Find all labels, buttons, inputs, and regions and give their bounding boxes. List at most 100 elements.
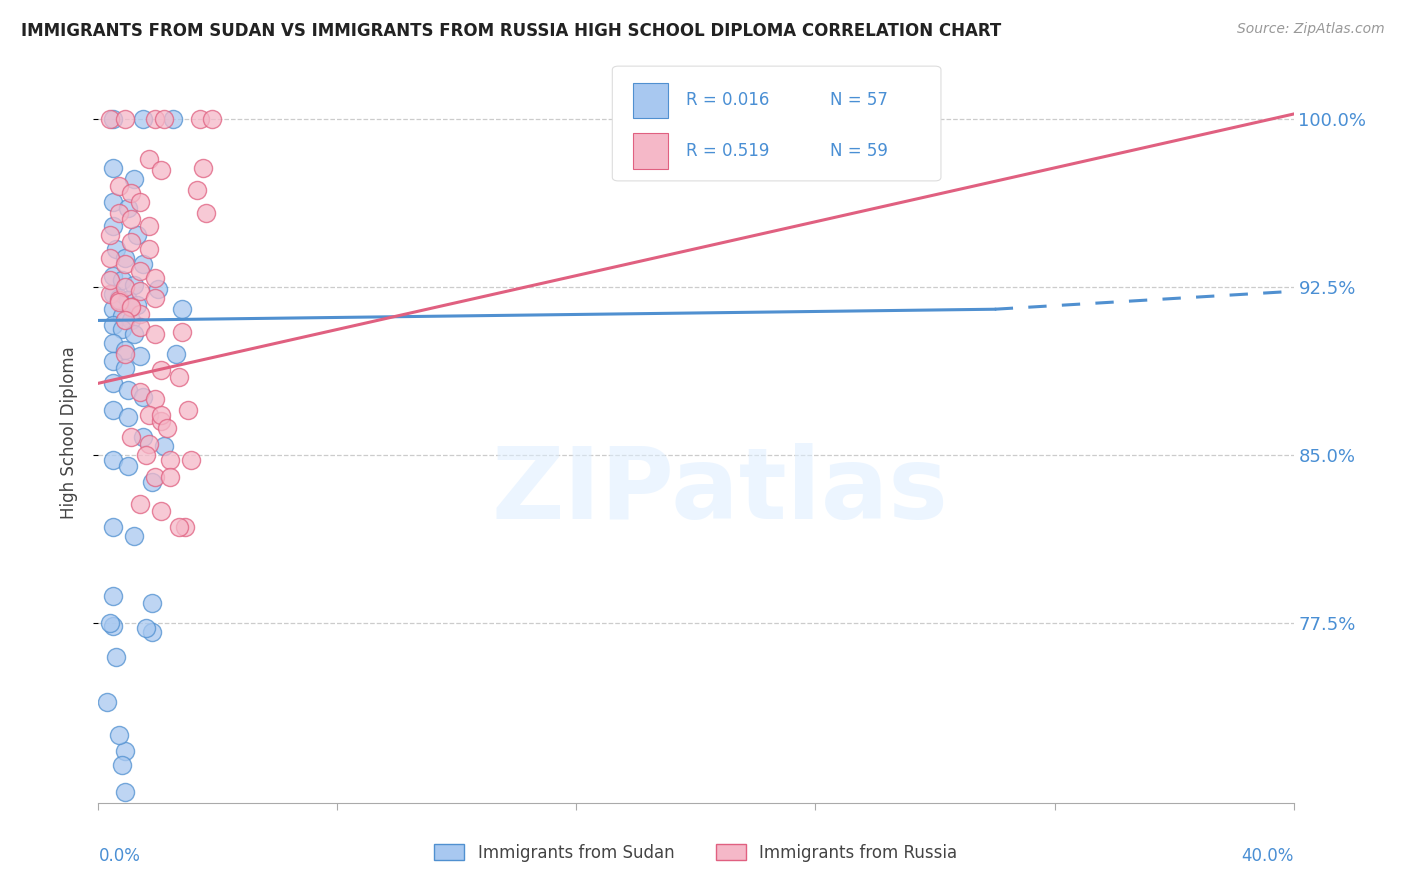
Point (156, 421, 179, 435)
Point (108, 729, 131, 743)
Point (120, 430, 142, 444)
Bar (633, 83, 668, 118)
Point (114, 257, 136, 271)
Text: N = 57: N = 57 (830, 91, 887, 110)
Point (98, 251, 122, 265)
Bar (633, 133, 668, 169)
Point (143, 270, 166, 285)
Point (143, 392, 166, 406)
Point (103, 219, 125, 234)
Point (138, 219, 160, 234)
Point (167, 369, 190, 384)
Point (150, 363, 173, 377)
Point (172, 325, 194, 339)
Point (186, 183, 208, 197)
Point (132, 257, 155, 271)
Point (150, 163, 173, 178)
Point (120, 300, 142, 314)
Point (103, 335, 125, 350)
Point (174, 520, 197, 534)
Y-axis label: High School Diploma: High School Diploma (59, 346, 77, 519)
Point (103, 268, 125, 283)
Point (96, 695, 118, 709)
Point (98, 273, 122, 287)
Point (129, 194, 152, 209)
Point (143, 291, 166, 305)
Point (103, 618, 125, 632)
Point (165, 347, 187, 361)
Point (153, 439, 176, 453)
Point (120, 313, 142, 327)
Point (138, 408, 160, 422)
Point (150, 414, 173, 428)
Point (141, 596, 163, 610)
Point (105, 650, 128, 665)
Point (124, 529, 146, 543)
Point (114, 744, 136, 758)
Text: R = 0.016: R = 0.016 (686, 91, 769, 110)
Point (167, 520, 190, 534)
Point (188, 112, 211, 126)
Point (129, 285, 152, 299)
Point (111, 309, 134, 323)
Point (98, 228, 122, 243)
Point (103, 354, 125, 368)
Point (117, 383, 139, 397)
Point (159, 470, 181, 484)
Point (108, 178, 131, 193)
Point (114, 280, 136, 294)
Text: 40.0%: 40.0% (1241, 847, 1294, 864)
Point (162, 112, 184, 126)
Point (98, 112, 122, 126)
FancyBboxPatch shape (613, 66, 941, 181)
Point (98, 616, 122, 631)
Point (129, 320, 152, 334)
Point (103, 286, 125, 301)
Point (103, 302, 125, 317)
Point (143, 326, 166, 341)
Text: N = 59: N = 59 (830, 142, 887, 160)
Point (127, 298, 149, 312)
Point (103, 520, 125, 534)
Text: R = 0.519: R = 0.519 (686, 142, 769, 160)
Point (103, 452, 125, 467)
Legend: Immigrants from Sudan, Immigrants from Russia: Immigrants from Sudan, Immigrants from R… (427, 838, 965, 869)
Point (177, 403, 200, 417)
Point (114, 343, 136, 357)
Point (114, 313, 136, 327)
Point (143, 112, 166, 126)
Point (103, 590, 125, 604)
Point (103, 194, 125, 209)
Point (114, 784, 136, 798)
Point (129, 385, 152, 400)
Point (108, 293, 131, 308)
Text: Source: ZipAtlas.com: Source: ZipAtlas.com (1237, 22, 1385, 37)
Point (117, 409, 139, 424)
Point (103, 376, 125, 391)
Point (172, 302, 194, 317)
Point (195, 206, 218, 220)
Point (138, 152, 160, 166)
Point (148, 282, 170, 296)
Point (111, 757, 134, 772)
Point (114, 360, 136, 375)
Point (108, 291, 131, 305)
Point (117, 459, 139, 474)
Point (135, 621, 157, 635)
Point (132, 112, 155, 126)
Point (98, 286, 122, 301)
Point (117, 201, 139, 215)
Text: IMMIGRANTS FROM SUDAN VS IMMIGRANTS FROM RUSSIA HIGH SCHOOL DIPLOMA CORRELATION : IMMIGRANTS FROM SUDAN VS IMMIGRANTS FROM… (21, 22, 1001, 40)
Text: ZIPatlas: ZIPatlas (492, 443, 948, 541)
Point (127, 228, 149, 243)
Point (124, 326, 146, 341)
Point (120, 212, 142, 227)
Point (120, 235, 142, 249)
Point (103, 161, 125, 175)
Point (120, 186, 142, 200)
Point (108, 206, 131, 220)
Point (135, 448, 157, 462)
Point (138, 437, 160, 451)
Point (180, 452, 202, 467)
Point (132, 430, 155, 444)
